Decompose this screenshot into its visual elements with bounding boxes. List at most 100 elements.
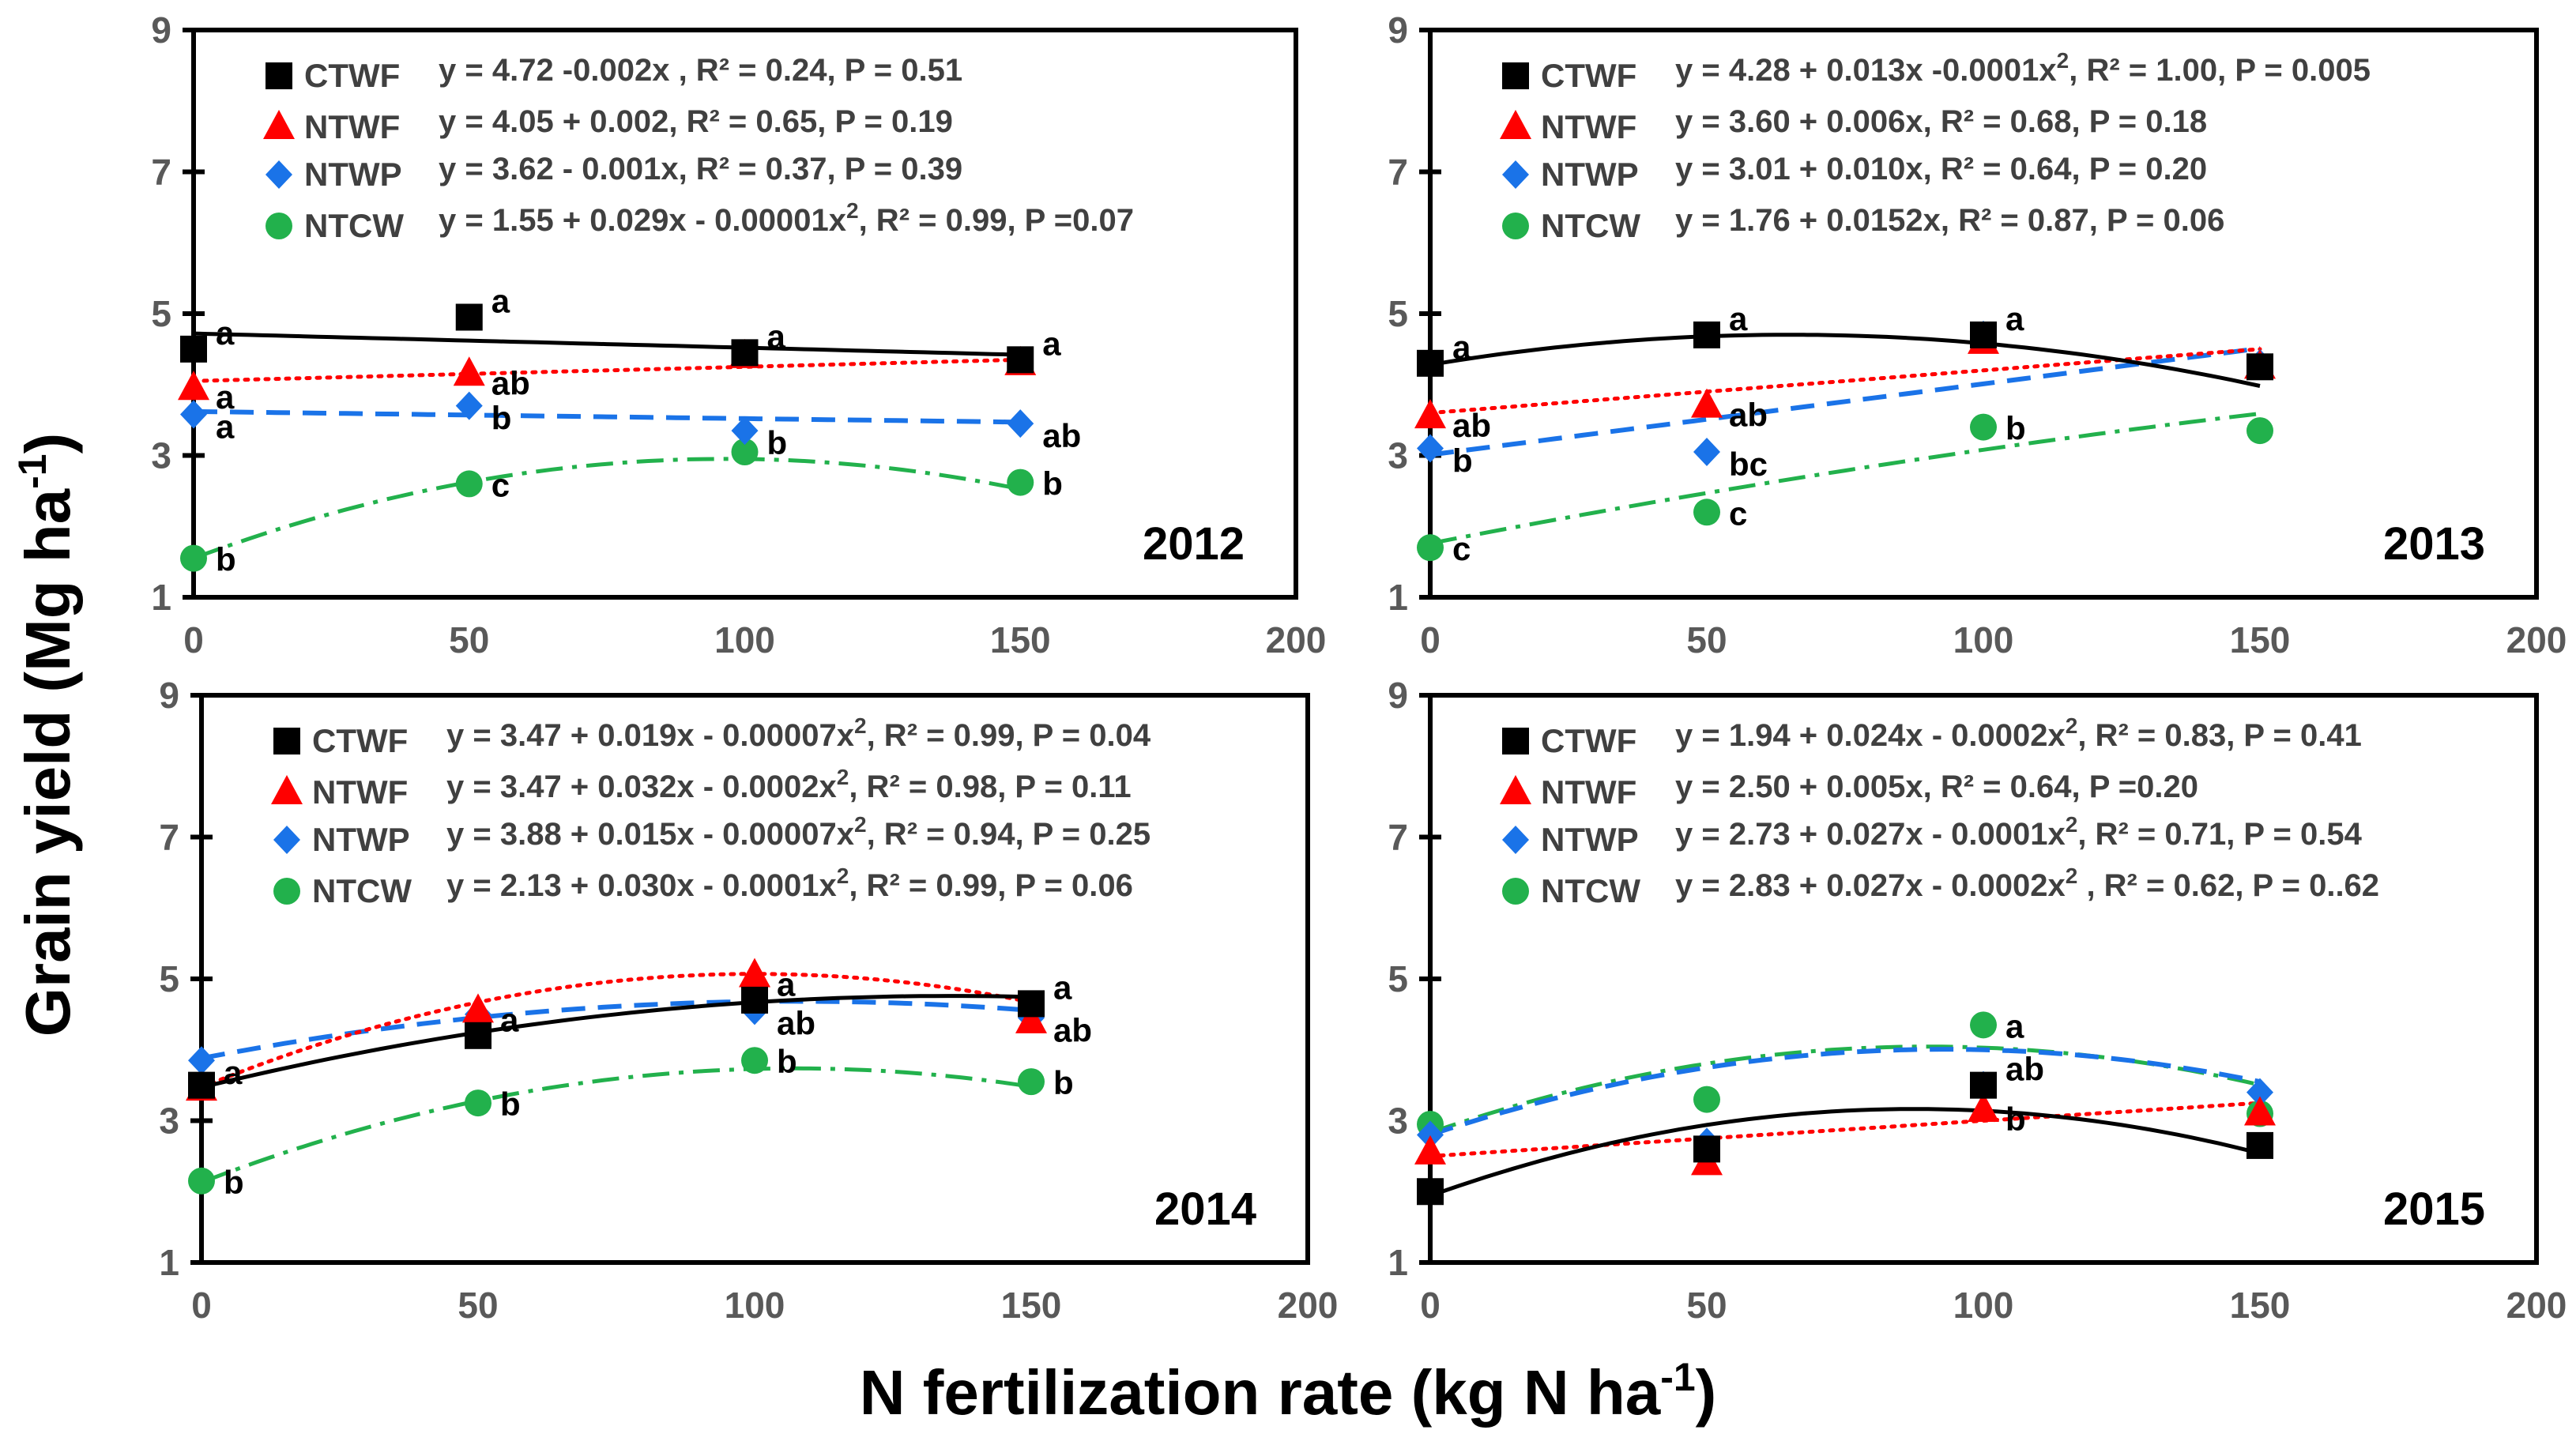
- point-ctwf: [1417, 1178, 1444, 1206]
- significance-letter: c: [1729, 495, 1747, 532]
- significance-letter: a: [767, 318, 786, 355]
- point-ctwf: [1007, 346, 1034, 374]
- legend-label-ntwf: NTWF: [312, 773, 408, 811]
- point-ctwf: [1693, 1135, 1720, 1163]
- y-tick-label: 1: [151, 577, 171, 618]
- legend-label-ctwf: CTWF: [1541, 722, 1636, 759]
- legend-label-ntwf: NTWF: [1541, 773, 1636, 811]
- legend-label-ntwp: NTWP: [312, 821, 410, 858]
- x-tick-label: 100: [725, 1285, 785, 1326]
- significance-letter: b: [1042, 465, 1063, 502]
- legend-label-ntwp: NTWP: [304, 156, 402, 193]
- y-tick-label: 1: [159, 1242, 179, 1283]
- equation-ctwf: y = 1.94 + 0.024x - 0.0002x2, R² = 0.83,…: [1675, 713, 2362, 753]
- y-tick-label: 3: [1388, 435, 1408, 476]
- fit-line-ntwp: [193, 408, 1021, 425]
- point-ntcw: [1970, 413, 1997, 441]
- y-tick-label: 5: [151, 293, 171, 334]
- legend-label-ntcw: NTCW: [1541, 872, 1640, 909]
- point-ntwp: [180, 400, 207, 429]
- fit-line-ntwp: [1429, 1047, 2261, 1138]
- legend-marker-ctwf: [1502, 62, 1529, 89]
- fit-line-ntwp: [201, 999, 1032, 1061]
- point-ntcw: [1007, 468, 1034, 496]
- y-axis-title: Grain yield (Mg ha-1): [10, 433, 83, 1037]
- significance-letter: a: [491, 282, 510, 319]
- legend-label-ctwf: CTWF: [312, 722, 408, 759]
- point-ntwf: [1015, 1003, 1047, 1033]
- significance-letter: ab: [1042, 417, 1081, 454]
- panel-year-label: 2013: [2383, 518, 2485, 570]
- point-ctwf: [465, 1022, 491, 1049]
- legend-marker-ntcw: [1502, 213, 1529, 239]
- legend-marker-ntwf: [1500, 110, 1531, 139]
- point-ctwf: [2246, 353, 2273, 381]
- fit-line-ctwf: [1429, 333, 2261, 388]
- fit-line-ctwf: [1429, 1107, 2261, 1198]
- legend-marker-ntwp: [1502, 160, 1529, 189]
- legend-label-ntwp: NTWP: [1541, 156, 1639, 193]
- equation-ntwp: y = 3.01 + 0.010x, R² = 0.64, P = 0.20: [1675, 152, 2207, 186]
- x-tick-label: 0: [1420, 1285, 1441, 1326]
- legend-marker-ctwf: [1502, 728, 1529, 754]
- x-tick-label: 100: [714, 619, 775, 660]
- legend-marker-ntwf: [271, 775, 303, 804]
- x-axis-title: N fertilization rate (kg N ha-1): [860, 1355, 1717, 1428]
- point-ntcw: [1693, 499, 1720, 526]
- significance-letter: a: [1042, 325, 1061, 362]
- significance-letter: ab: [777, 1004, 815, 1041]
- x-tick-label: 150: [990, 619, 1051, 660]
- fit-line-ntwf: [199, 972, 1034, 1089]
- legend-marker-ntwp: [273, 826, 300, 854]
- significance-letter: b: [491, 400, 512, 437]
- panel-2015: 1 3 5 7 9 0 50 100 150 200 ab b a CTWF y = 1.94 + 0.02…: [1388, 675, 2567, 1326]
- point-ctwf: [731, 339, 759, 367]
- point-ctwf: [1970, 321, 1997, 348]
- point-ntwp: [188, 1046, 215, 1075]
- legend-marker-ntwp: [266, 160, 292, 189]
- x-tick-label: 150: [2230, 1285, 2291, 1326]
- legend-label-ntwf: NTWF: [1541, 108, 1636, 145]
- x-tick-label: 200: [1278, 1285, 1339, 1326]
- x-tick-label: 50: [449, 619, 489, 660]
- equation-ntwp: y = 3.62 - 0.001x, R² = 0.37, P = 0.39: [439, 152, 962, 186]
- point-ntwf: [739, 958, 770, 988]
- y-tick-label: 7: [1388, 817, 1408, 858]
- y-tick-label: 9: [159, 675, 179, 716]
- fit-line-ntcw: [1429, 1044, 2261, 1135]
- legend-label-ntcw: NTCW: [312, 872, 412, 909]
- equation-ntwf: y = 4.05 + 0.002, R² = 0.65, P = 0.19: [439, 104, 953, 139]
- equation-ctwf: y = 4.28 + 0.013x -0.0001x2, R² = 1.00, …: [1675, 48, 2371, 88]
- x-tick-label: 0: [191, 1285, 212, 1326]
- x-tick-label: 200: [2506, 619, 2567, 660]
- legend-marker-ntcw: [273, 878, 300, 905]
- point-ntwf: [2244, 1096, 2276, 1126]
- equation-ctwf: y = 4.72 -0.002x , R² = 0.24, P = 0.51: [439, 53, 962, 88]
- significance-letter: b: [500, 1086, 521, 1123]
- point-ntwf: [462, 993, 494, 1023]
- point-ntwp: [1417, 1120, 1444, 1150]
- y-tick-label: 5: [1388, 958, 1408, 999]
- point-ntcw: [455, 470, 483, 498]
- significance-letter: b: [2005, 1101, 2026, 1138]
- point-ntwp: [1007, 409, 1034, 438]
- significance-letter: b: [1053, 1064, 1074, 1101]
- equation-ctwf: y = 3.47 + 0.019x - 0.00007x2, R² = 0.99…: [446, 713, 1151, 753]
- fit-line-ntcw: [201, 1066, 1032, 1184]
- x-tick-label: 100: [1953, 1285, 2014, 1326]
- y-tick-label: 5: [159, 958, 179, 999]
- y-tick-label: 7: [1388, 152, 1408, 193]
- significance-letter: b: [224, 1164, 244, 1201]
- significance-letter: bc: [1729, 446, 1768, 483]
- x-tick-label: 150: [2230, 619, 2291, 660]
- significance-letter: ab: [1053, 1011, 1092, 1048]
- point-ntwf: [1414, 399, 1446, 429]
- point-ctwf: [2246, 1131, 2273, 1159]
- y-tick-label: 7: [151, 152, 171, 193]
- x-tick-label: 0: [183, 619, 204, 660]
- y-tick-label: 9: [1388, 9, 1408, 51]
- significance-letter: b: [2005, 410, 2026, 447]
